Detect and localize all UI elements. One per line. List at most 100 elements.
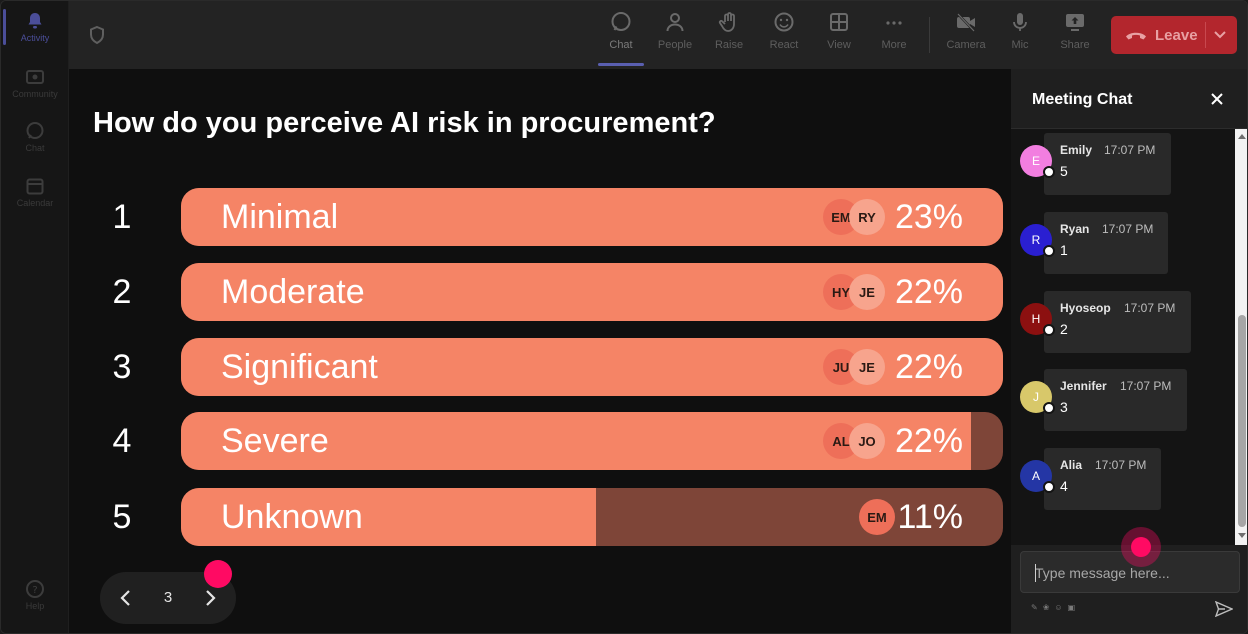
toolbar-item-label: React	[769, 39, 799, 51]
option-bar: Significant JU JE 22%	[181, 338, 1003, 396]
option-bar: Unknown EM 11%	[181, 488, 1003, 546]
presence-status-icon	[1043, 166, 1055, 178]
leave-button[interactable]: Leave	[1111, 16, 1237, 54]
toolbar-share-button[interactable]: Share	[1050, 11, 1100, 61]
active-tab-underline	[598, 63, 644, 66]
poll-option: 5 Unknown EM 11%	[69, 488, 1011, 546]
toolbar-view-button[interactable]: View	[814, 11, 864, 61]
toolbar-item-label: More	[881, 39, 907, 51]
chat-message-list[interactable]: Emily 17:07 PM 5 E Ryan 17:07 PM 1 R Hyoseop 17:0…	[1011, 129, 1247, 545]
option-label: Minimal	[221, 198, 339, 236]
toolbar-item-label: Camera	[946, 39, 986, 51]
voter-avatar: JO	[849, 423, 885, 459]
option-bar-fill	[181, 488, 597, 546]
poll-option: 1 Minimal EM RY 23%	[69, 188, 1011, 246]
poll-option: 3 Significant JU JE 22%	[69, 338, 1011, 396]
sender-name: Ryan	[1060, 222, 1090, 236]
toolbar-camera-button[interactable]: Camera	[941, 11, 991, 61]
sender-name: Alia	[1060, 458, 1083, 472]
rail-item-help[interactable]: ? Help	[1, 579, 69, 629]
community-icon	[26, 70, 44, 84]
meeting-toolbar: Chat People Raise React View More Camera	[69, 1, 1247, 69]
bell-icon	[28, 13, 42, 29]
share-icon	[1066, 14, 1084, 31]
message-text: 1	[1060, 242, 1068, 258]
rail-active-indicator	[3, 9, 6, 45]
rail-item-calendar[interactable]: Calendar	[1, 176, 69, 226]
option-percentage: 22%	[894, 273, 963, 311]
pointer-indicator	[1131, 537, 1151, 557]
toolbar-divider	[929, 17, 930, 53]
voter-avatar: RY	[849, 199, 885, 235]
emoji-icon[interactable]: ☺	[1054, 603, 1063, 612]
meeting-chat-panel: Meeting Chat Emily 17:07 PM 5 E Ryan 17:07 PM…	[1011, 69, 1247, 633]
message-bubble: Emily 17:07 PM 5	[1044, 133, 1171, 195]
shield-icon[interactable]	[87, 25, 107, 45]
option-percentage: 22%	[894, 348, 963, 386]
toolbar-chat-button[interactable]: Chat	[596, 11, 646, 61]
message-text: 2	[1060, 321, 1068, 337]
people-icon	[666, 13, 684, 32]
toolbar-item-label: Chat	[609, 39, 633, 51]
presence-status-icon	[1043, 324, 1055, 336]
chevron-right-icon[interactable]	[200, 588, 220, 608]
svg-text:?: ?	[32, 585, 37, 596]
scroll-up-arrow-icon[interactable]	[1238, 133, 1246, 139]
option-number: 2	[112, 273, 132, 311]
option-number: 4	[112, 422, 132, 460]
option-label: Significant	[221, 348, 378, 386]
pointer-indicator	[204, 560, 232, 588]
voter-avatar: JE	[849, 349, 885, 385]
message-input[interactable]	[1035, 563, 1225, 583]
chevron-left-icon[interactable]	[116, 588, 136, 608]
presence-status-icon	[1043, 245, 1055, 257]
option-bar: Severe AL JO 22%	[181, 412, 1003, 470]
option-label: Unknown	[221, 498, 363, 536]
option-label: Severe	[221, 422, 329, 460]
message-time: 17:07 PM	[1102, 222, 1154, 236]
format-text-icon[interactable]: ✎	[1031, 603, 1038, 612]
option-number: 3	[112, 348, 132, 386]
react-icon	[774, 12, 794, 32]
gif-icon[interactable]: ▣	[1067, 603, 1076, 612]
toolbar-item-label: Mic	[1011, 39, 1029, 51]
chat-title: Meeting Chat	[1032, 91, 1133, 108]
sender-name: Jennifer	[1060, 379, 1107, 393]
option-percentage: 11%	[897, 498, 963, 536]
attach-icon[interactable]: ❀	[1042, 603, 1050, 612]
message-time: 17:07 PM	[1095, 458, 1147, 472]
voter-avatar: EM	[859, 499, 895, 535]
rail-item-community[interactable]: Community	[1, 67, 69, 117]
scroll-thumb[interactable]	[1238, 315, 1246, 527]
message-bubble: Jennifer 17:07 PM 3	[1044, 369, 1187, 431]
send-icon[interactable]	[1215, 601, 1233, 617]
scroll-down-arrow-icon[interactable]	[1238, 533, 1246, 539]
option-bar: Moderate HY JE 22%	[181, 263, 1003, 321]
toolbar-mic-button[interactable]: Mic	[995, 11, 1045, 61]
hang-up-icon	[1126, 32, 1146, 40]
leave-divider	[1205, 22, 1206, 48]
chat-message: Emily 17:07 PM 5 E	[1011, 133, 1235, 197]
close-icon[interactable]	[1209, 91, 1225, 107]
chat-icon	[26, 122, 44, 139]
chat-message: Ryan 17:07 PM 1 R	[1011, 212, 1235, 276]
chat-scrollbar[interactable]	[1235, 129, 1247, 545]
chat-header: Meeting Chat	[1011, 69, 1247, 129]
chat-message: Hyoseop 17:07 PM 2 H	[1011, 291, 1235, 355]
chat-icon	[611, 12, 631, 31]
rail-item-label: Calendar	[16, 198, 54, 208]
toolbar-more-button[interactable]: More	[869, 11, 919, 61]
message-bubble: Hyoseop 17:07 PM 2	[1044, 291, 1191, 353]
toolbar-react-button[interactable]: React	[759, 11, 809, 61]
rail-item-activity[interactable]: Activity	[1, 11, 69, 61]
message-composer[interactable]	[1020, 551, 1240, 593]
message-time: 17:07 PM	[1120, 379, 1172, 393]
toolbar-raise-button[interactable]: Raise	[704, 11, 754, 61]
message-bubble: Ryan 17:07 PM 1	[1044, 212, 1168, 274]
poll-results: How do you perceive AI risk in procureme…	[69, 69, 1011, 633]
chevron-down-icon[interactable]	[1213, 29, 1227, 41]
rail-item-chat[interactable]: Chat	[1, 121, 69, 171]
toolbar-people-button[interactable]: People	[650, 11, 700, 61]
message-text: 3	[1060, 399, 1068, 415]
voter-avatar: JE	[849, 274, 885, 310]
